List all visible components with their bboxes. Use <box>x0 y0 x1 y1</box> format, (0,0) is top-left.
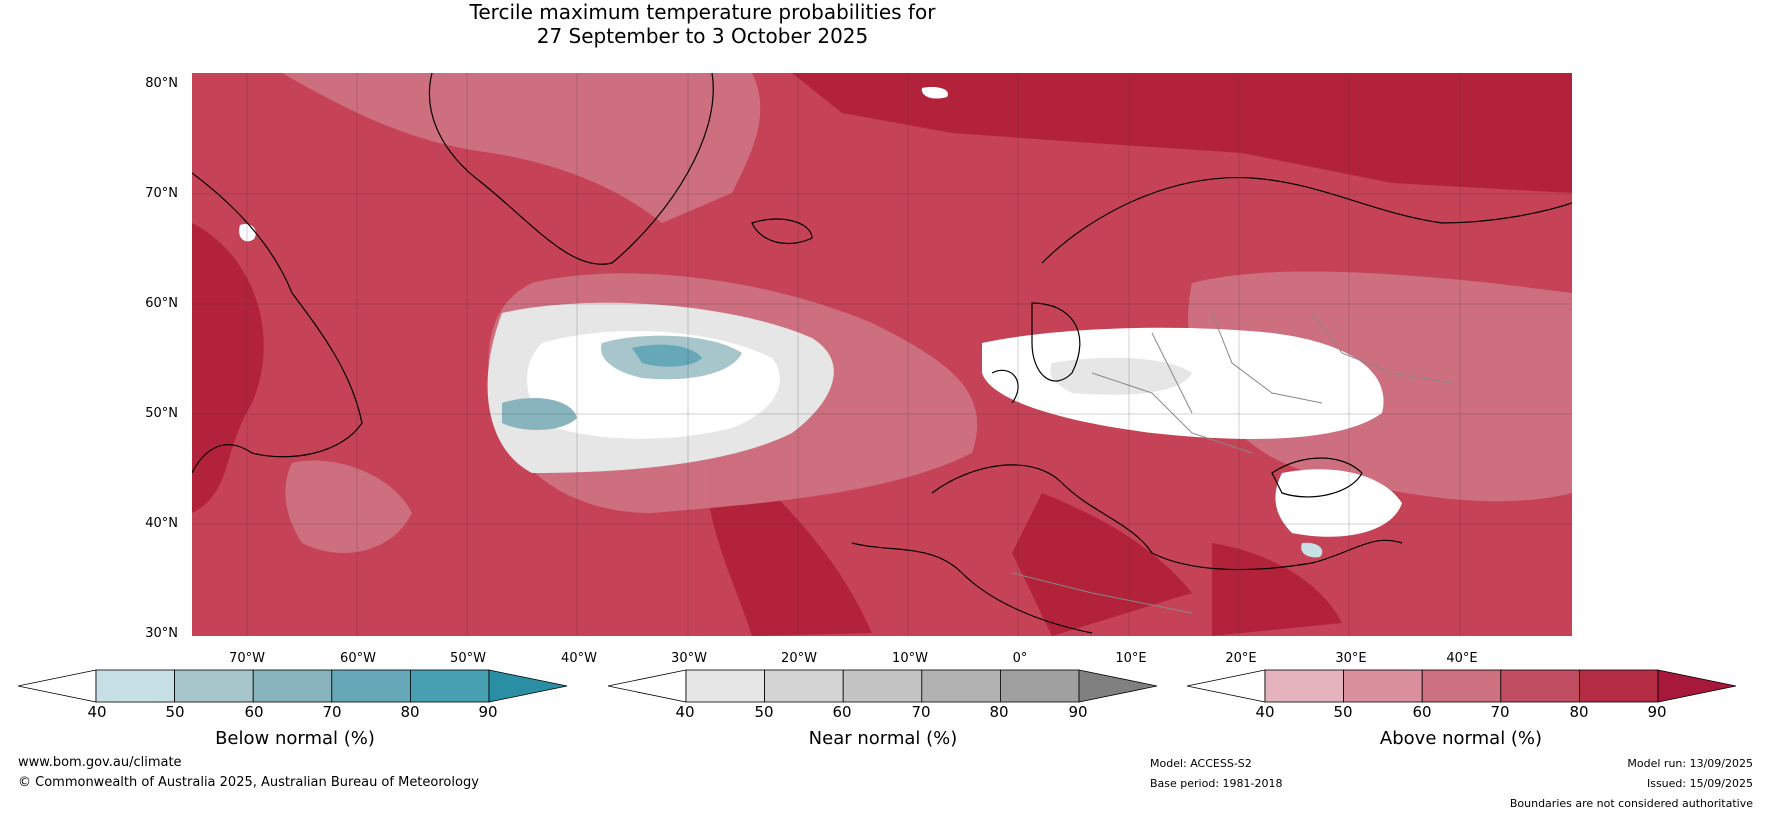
above-colorbar-segment <box>1421 669 1502 703</box>
near-tick: 50 <box>754 703 774 721</box>
below-tick: 40 <box>87 703 107 721</box>
below-colorbar-segment <box>174 669 254 703</box>
below-colorbar-segment <box>95 669 175 703</box>
below-colorbar-min-extension <box>17 669 97 703</box>
below-normal-title: Below normal (%) <box>215 728 375 749</box>
near-colorbar-segment <box>921 669 1001 703</box>
below-colorbar-segment <box>409 669 490 703</box>
lon-label: 10°W <box>892 651 928 666</box>
above-colorbar-segment <box>1500 669 1580 703</box>
lon-label: 20°E <box>1225 651 1257 666</box>
lat-label: 60°N <box>145 296 178 311</box>
above-tick: 90 <box>1647 703 1667 721</box>
base-period-text: Base period: 1981-2018 <box>1150 777 1283 790</box>
above-colorbar-segment <box>1343 669 1423 703</box>
below-tick: 50 <box>165 703 185 721</box>
above-tick: 50 <box>1333 703 1353 721</box>
lat-label: 30°N <box>145 626 178 641</box>
probability-map <box>192 73 1572 636</box>
lon-label: 60°W <box>340 651 376 666</box>
website-link[interactable]: www.bom.gov.au/climate <box>18 755 182 770</box>
near-tick: 80 <box>989 703 1009 721</box>
above-normal-title: Above normal (%) <box>1379 728 1543 749</box>
near-tick: 40 <box>675 703 695 721</box>
below-tick: 80 <box>400 703 420 721</box>
near-colorbar-segment <box>842 669 923 703</box>
lon-label: 0° <box>1012 651 1028 666</box>
below-colorbar-segment <box>252 669 333 703</box>
near-tick: 70 <box>911 703 931 721</box>
lon-label: 10°E <box>1115 651 1147 666</box>
lat-label: 40°N <box>145 516 178 531</box>
near-colorbar-segment <box>764 669 844 703</box>
lon-label: 40°W <box>561 651 597 666</box>
lon-label: 30°E <box>1335 651 1367 666</box>
below-colorbar-segment <box>331 669 411 703</box>
above-colorbar-min-extension <box>1186 669 1266 703</box>
above-normal-colorbar <box>1186 669 1737 703</box>
issued-text: Issued: 15/09/2025 <box>1646 777 1753 790</box>
near-colorbar-segment <box>1000 669 1080 703</box>
near-tick: 90 <box>1068 703 1088 721</box>
lat-label: 50°N <box>145 406 178 421</box>
below-colorbar-max-extension <box>488 669 568 703</box>
below-tick: 60 <box>244 703 264 721</box>
model-run-text: Model run: 13/09/2025 <box>1627 757 1753 770</box>
lat-label: 70°N <box>145 186 178 201</box>
near-normal-title: Near normal (%) <box>808 728 958 749</box>
model-text: Model: ACCESS-S2 <box>1150 757 1252 770</box>
near-tick: 60 <box>832 703 852 721</box>
near-normal-areas <box>239 87 1402 537</box>
below-normal-areas <box>502 335 1323 558</box>
near-colorbar-segment <box>685 669 765 703</box>
title-line-1: Tercile maximum temperature probabilitie… <box>469 0 936 24</box>
above-colorbar-segment <box>1264 669 1344 703</box>
below-normal-colorbar <box>17 669 568 703</box>
colorbars-svg <box>17 669 1737 703</box>
gridlines <box>192 73 1572 636</box>
above-tick: 80 <box>1569 703 1589 721</box>
lon-label: 30°W <box>671 651 707 666</box>
lat-label: 80°N <box>145 76 178 91</box>
country-borders <box>1011 312 1453 614</box>
lon-label: 20°W <box>781 651 817 666</box>
map-svg <box>192 73 1572 636</box>
disclaimer-text: Boundaries are not considered authoritat… <box>1509 797 1753 810</box>
near-normal-colorbar <box>607 669 1158 703</box>
below-tick: 70 <box>322 703 342 721</box>
below-tick: 90 <box>478 703 498 721</box>
near-colorbar-max-extension <box>1078 669 1158 703</box>
above-tick: 70 <box>1490 703 1510 721</box>
above-colorbar-segment <box>1579 669 1659 703</box>
lon-label: 40°E <box>1446 651 1478 666</box>
lon-label: 50°W <box>450 651 486 666</box>
coastlines <box>192 73 1572 634</box>
title-line-2: 27 September to 3 October 2025 <box>536 24 869 48</box>
near-colorbar-min-extension <box>607 669 687 703</box>
chart-title: Tercile maximum temperature probabilitie… <box>0 0 1405 48</box>
above-tick: 40 <box>1255 703 1275 721</box>
lon-label: 70°W <box>229 651 265 666</box>
copyright-text: © Commonwealth of Australia 2025, Austra… <box>18 775 479 790</box>
above-tick: 60 <box>1412 703 1432 721</box>
above-colorbar-max-extension <box>1657 669 1737 703</box>
